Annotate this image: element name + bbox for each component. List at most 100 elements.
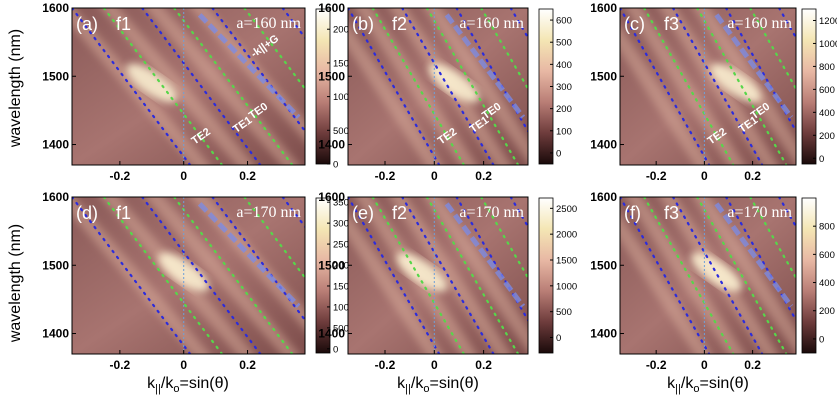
mode-line-2 (401, 8, 495, 165)
x-tick-label: 0 (180, 169, 187, 183)
y-axis-label-top: wavelength (nm) (7, 29, 24, 148)
mode-line-3 (173, 8, 294, 165)
y-tick-label: 1600 (42, 190, 69, 204)
mode-highlight (714, 13, 794, 119)
band-0 (348, 23, 443, 165)
colorbar-tick-label: 500 (556, 307, 572, 318)
colorbar-tick-label: 200 (556, 104, 572, 115)
panel-e: (e) f2 a=170 nm -0.2 0 0.2 1600 1500 1400 2500 200… (318, 190, 577, 372)
colorbar-tick-label: 600 (819, 250, 835, 261)
band-1 (100, 8, 255, 165)
mode-line-0 (348, 8, 441, 165)
mode-line-5 (749, 8, 796, 91)
colorbar-tick-label: 2000 (333, 261, 354, 272)
panel-label: (e) (352, 203, 374, 223)
heatmap-area (348, 8, 528, 165)
mode-line-1 (371, 197, 465, 354)
colorbar-tick-label: 1000 (333, 302, 354, 313)
mode-line-5 (243, 8, 305, 91)
mode-line-2 (141, 8, 262, 165)
y-tick-label: 1500 (590, 258, 617, 272)
x-tick-label: 0 (701, 169, 708, 183)
heatmap-area (620, 197, 796, 354)
colorbar-tick-label: 2500 (333, 240, 354, 251)
panel-label: (c) (624, 14, 645, 34)
y-tick-label: 1400 (590, 327, 617, 341)
colorbar-tick-label: 600 (819, 85, 835, 96)
colorbar-tick-label: 600 (556, 16, 572, 27)
y-tick-label: 1500 (318, 69, 345, 83)
colorbar-tick-label: 400 (556, 60, 572, 71)
y-tick-label: 1600 (590, 190, 617, 204)
colorbar-tick-label: 0 (556, 148, 561, 159)
x-tick-label: -0.2 (110, 358, 131, 372)
colorbar-tick-label: 2000 (556, 230, 577, 241)
y-tick-label: 1400 (590, 138, 617, 152)
mode-line-1 (643, 8, 735, 165)
x-tick-label: 0 (180, 358, 187, 372)
band-0 (620, 214, 711, 354)
colorbar-tick-label: 0 (819, 334, 824, 345)
band-1 (625, 197, 745, 354)
x-tick-label: -0.2 (375, 358, 396, 372)
mode-line-1 (102, 8, 224, 165)
heatmap-area (72, 8, 305, 165)
x-tick-label: -0.2 (646, 358, 667, 372)
x-tick-label: -0.2 (375, 169, 396, 183)
heatmap-area (620, 8, 796, 165)
mode-line-5 (243, 197, 305, 280)
heatmap-area (72, 197, 305, 354)
colorbar-tick-label: 1000 (819, 39, 837, 50)
lattice-label: a=170 nm (236, 204, 301, 221)
y-tick-label: 1500 (42, 69, 69, 83)
mode-line-6 (778, 8, 796, 40)
mode-line-3 (173, 197, 294, 354)
colorbar-tick-label: 500 (333, 323, 349, 334)
colorbar-tick-label: 1500 (333, 281, 354, 292)
lattice-label: a=170 nm (459, 204, 524, 221)
mode-line-2 (671, 197, 764, 354)
colorbar-tick-label: 3500 (333, 198, 354, 209)
x-tick-label: -0.2 (110, 169, 131, 183)
plot-frame (71, 196, 306, 355)
mode-line-0 (620, 8, 711, 165)
x-axis-label: k||/ko=sin(θ) (667, 375, 749, 395)
y-tick-label: 1500 (42, 258, 69, 272)
y-tick-label: 1600 (590, 1, 617, 15)
facet-label: f1 (116, 14, 131, 34)
mode-line-2 (141, 197, 262, 354)
colorbar-tick-label: 100 (556, 126, 572, 137)
mode-line-0 (72, 197, 192, 354)
colorbar-tick-label: 200 (819, 306, 835, 317)
mode-line-5 (480, 197, 528, 280)
band-2 (659, 8, 779, 165)
x-tick-label: 0.2 (239, 169, 256, 183)
x-tick-label: 0 (431, 169, 438, 183)
x-tick-label: -0.2 (646, 169, 667, 183)
mode-line-3 (696, 8, 788, 165)
mode-highlight (714, 202, 794, 308)
y-tick-label: 1400 (318, 138, 345, 152)
lattice-label: a=170 nm (727, 204, 792, 221)
heatmap-area (348, 197, 528, 354)
colorbar-tick-label: 0 (819, 154, 824, 165)
band-2 (145, 8, 300, 165)
y-tick-label: 1600 (42, 1, 69, 15)
colorbar-tick-label: 1000 (556, 281, 577, 292)
panel-label: (f) (624, 203, 641, 223)
y-tick-label: 1600 (318, 1, 345, 15)
peak-intensity (710, 63, 762, 103)
colorbar-tick-label: 800 (819, 222, 835, 233)
colorbar-tick-label: 0 (333, 160, 338, 171)
mode-line-0 (72, 8, 192, 165)
facet-label: f3 (664, 203, 679, 223)
y-axis-label-bottom: wavelength (nm) (7, 224, 24, 343)
peak-intensity (126, 63, 178, 103)
colorbar-tick-label: 400 (819, 278, 835, 289)
panel-label: (b) (352, 14, 374, 34)
colorbar-tick-label: 500 (333, 126, 349, 137)
mode-line-2 (671, 8, 764, 165)
